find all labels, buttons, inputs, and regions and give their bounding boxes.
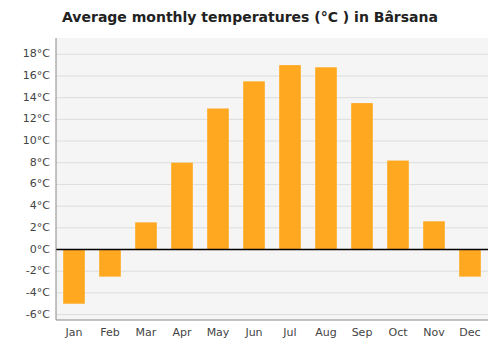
x-tick-label: Oct [388,326,408,339]
x-tick-label: Feb [100,326,119,339]
grid-line [56,54,488,55]
grid-line [56,119,488,120]
grid-line [56,249,488,250]
y-tick-label: 16°C [23,69,50,82]
grid-line [56,141,488,142]
y-tick-label: 8°C [30,156,50,169]
y-tick-label: 14°C [23,91,50,104]
x-tick-label: Nov [423,326,445,339]
y-tick-label: 18°C [23,47,50,60]
bar [459,250,481,277]
y-tick-label: -2°C [26,264,50,277]
y-tick-label: 2°C [30,221,50,234]
grid-line [56,314,488,315]
y-tick-label: -6°C [26,308,50,321]
bar [351,103,373,249]
plot-background [56,38,488,320]
grid-line [56,206,488,207]
zero-line [56,249,488,251]
bar [387,161,409,250]
grid-line [56,292,488,293]
bar [243,81,265,249]
bar [315,67,337,249]
grid-line [56,75,488,76]
x-tick-label: Sep [352,326,373,339]
grid-line [56,271,488,272]
x-tick-label: Jul [282,326,296,339]
bar [135,222,157,249]
x-ticks: Jan Feb Mar Apr May Jun Jul Aug Sep Oct Nov Dec [65,326,481,339]
y-tick-label: 6°C [30,177,50,190]
x-tick-label: Aug [315,326,336,339]
grid [56,54,488,314]
y-tick-label: 0°C [30,243,50,256]
x-tick-label: Jun [244,326,262,339]
x-tick-label: Jan [65,326,83,339]
bar [423,221,445,249]
page: {"chart_data": {"type": "bar", "title": … [0,0,500,350]
y-tick-label: 4°C [30,199,50,212]
y-tick-label: -4°C [26,286,50,299]
bars [63,65,481,304]
title: Average monthly temperatures (°C ) in Bâ… [62,9,438,25]
y-axis-line [56,38,57,320]
grid-line [56,162,488,163]
chart: -6°C -4°C -2°C 0°C 2°C 4°C 6°C 8°C 10°C 12°C 14°C 1… [0,0,500,350]
x-tick-label: Apr [172,326,192,339]
grid-line [56,184,488,185]
x-tick-label: May [207,326,230,339]
y-tick-label: 10°C [23,134,50,147]
bar [63,250,85,304]
x-tick-label: Dec [459,326,480,339]
x-tick-label: Mar [136,326,157,339]
y-ticks: -6°C -4°C -2°C 0°C 2°C 4°C 6°C 8°C 10°C 12°C 14°C 1… [23,47,50,320]
x-axis-line [56,320,488,321]
bar [207,109,229,250]
bar [171,163,193,250]
bar [279,65,301,249]
bar [99,250,121,277]
grid-line [56,97,488,98]
chart-container: -6°C -4°C -2°C 0°C 2°C 4°C 6°C 8°C 10°C 12°C 14°C 1… [0,0,500,350]
y-tick-label: 12°C [23,112,50,125]
